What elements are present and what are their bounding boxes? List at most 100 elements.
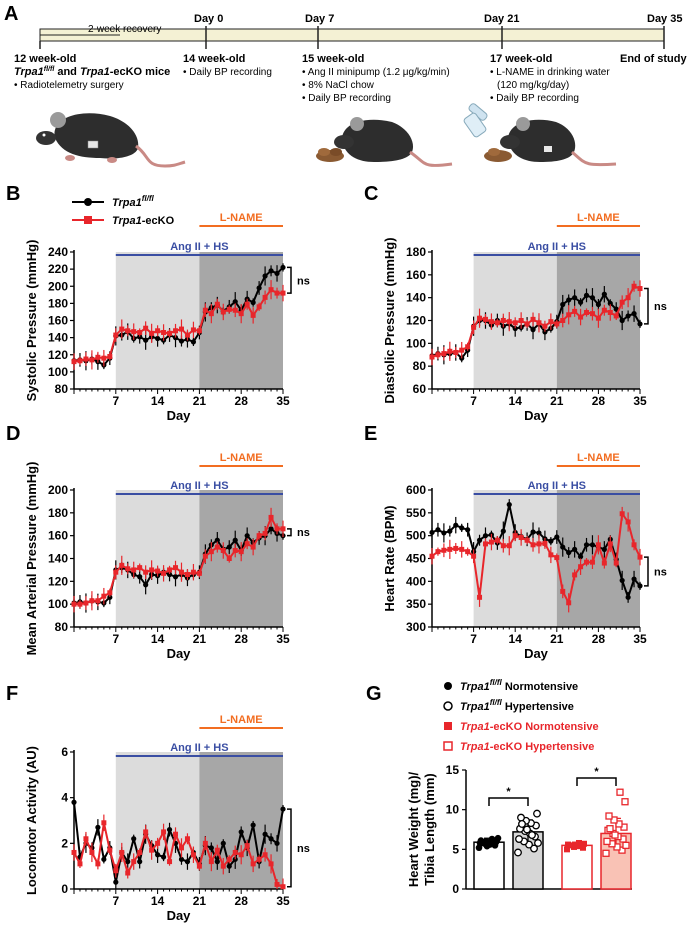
y-tick-label: 140: [48, 331, 68, 345]
data-point: [143, 325, 149, 331]
data-point: [512, 320, 518, 326]
data-point: [605, 812, 613, 820]
data-point: [637, 321, 643, 327]
data-point: [137, 859, 143, 865]
y-axis-label: Locomotor Activity (AU): [24, 746, 39, 895]
data-point: [125, 566, 131, 572]
x-tick-label: 14: [151, 894, 165, 908]
data-point: [119, 562, 125, 568]
angii-label: Ang II + HS: [170, 742, 228, 754]
data-point: [548, 319, 554, 325]
data-point: [536, 541, 542, 547]
x-axis-label: Day: [167, 408, 192, 423]
data-point: [208, 549, 214, 555]
data-point: [202, 553, 208, 559]
data-point: [172, 574, 179, 580]
lname-label: L-NAME: [220, 452, 263, 464]
data-point: [435, 352, 441, 358]
data-point: [595, 301, 602, 308]
data-point: [226, 306, 232, 312]
data-point: [149, 567, 155, 573]
stage3-bullet1: • Ang II minipump (1.2 μg/kg/min): [302, 67, 450, 78]
stage3-bullet2: • 8% NaCl chow: [302, 80, 375, 91]
legend-g-item: Trpa1-ecKO Hypertensive: [443, 741, 594, 753]
data-point: [202, 840, 208, 846]
data-point: [268, 287, 274, 293]
data-point: [184, 859, 191, 865]
data-point: [601, 546, 607, 552]
data-point: [107, 847, 113, 853]
data-point: [566, 312, 572, 318]
lname-label: L-NAME: [577, 452, 620, 464]
data-point: [506, 502, 512, 508]
y-tick-label: 180: [406, 245, 426, 259]
data-point: [149, 330, 155, 336]
stage4-title: 17 week-old: [490, 53, 552, 65]
y-axis-label: Mean Arterial Pressure (mmHg): [24, 462, 39, 656]
data-point: [232, 548, 238, 554]
chart-e: E Ang II + HS L-NAME 300 350 400 450 500 550 600 7…: [364, 423, 667, 661]
data-point: [441, 351, 447, 357]
data-point: [166, 827, 173, 833]
data-point: [602, 849, 610, 857]
data-point: [71, 799, 77, 805]
data-point: [95, 598, 101, 604]
y-tick-label: 220: [48, 262, 68, 276]
data-point: [584, 559, 590, 565]
data-point: [530, 327, 536, 333]
y-tick-label: 140: [48, 552, 68, 566]
data-point: [536, 320, 542, 326]
mouse-illustration-3: [463, 103, 617, 167]
y-tick-label: 300: [406, 620, 426, 634]
ns-label: ns: [297, 275, 310, 287]
data-point: [143, 582, 149, 588]
bar-group: [473, 834, 505, 890]
data-point: [184, 332, 190, 338]
ns-bracket: [644, 556, 649, 587]
data-point: [482, 316, 488, 322]
data-point: [542, 329, 548, 335]
y-tick-label: 80: [413, 359, 427, 373]
data-point: [601, 291, 607, 297]
data-point: [71, 849, 77, 855]
y-tick-label: 200: [48, 483, 68, 497]
ns-bracket: [287, 528, 292, 537]
y-tick-label: 4: [61, 791, 68, 805]
data-point: [453, 522, 459, 528]
data-point: [435, 549, 441, 555]
legend-ecko-marker: [84, 216, 92, 224]
x-tick-label: 7: [112, 394, 119, 408]
data-point: [274, 526, 280, 532]
data-point: [250, 312, 256, 318]
data-point: [524, 321, 530, 327]
sig-bracket: [488, 797, 529, 806]
stage4-bullet1b: (120 mg/kg/day): [497, 80, 569, 91]
data-point: [220, 309, 226, 315]
data-point: [149, 847, 155, 853]
legend-lines: Trpa1fl/fl Trpa1-ecKO: [72, 194, 175, 227]
stage1-mice: Trpa1fl/fl and Trpa1-ecKO mice: [14, 66, 170, 78]
data-point: [429, 553, 435, 559]
data-point: [184, 571, 190, 577]
y-tick-label: 80: [55, 620, 69, 634]
data-point: [113, 879, 119, 885]
data-point: [607, 310, 613, 316]
panel-a-label: A: [4, 3, 18, 25]
data-point: [637, 583, 643, 589]
data-point: [113, 868, 119, 874]
data-point: [575, 843, 581, 850]
data-point: [524, 537, 530, 543]
data-point: [89, 598, 95, 604]
data-point: [244, 301, 250, 307]
sig-bracket: [576, 777, 617, 786]
data-point: [268, 526, 274, 532]
data-point: [274, 881, 280, 887]
data-point: [226, 544, 232, 550]
data-point: [601, 307, 607, 313]
y-tick-label: 6: [61, 745, 68, 759]
y-axis-label-1: Heart Weight (mg)/: [406, 771, 421, 887]
y-tick-label: 160: [48, 529, 68, 543]
data-point: [530, 316, 536, 322]
data-point: [572, 308, 578, 314]
data-point: [83, 356, 89, 362]
